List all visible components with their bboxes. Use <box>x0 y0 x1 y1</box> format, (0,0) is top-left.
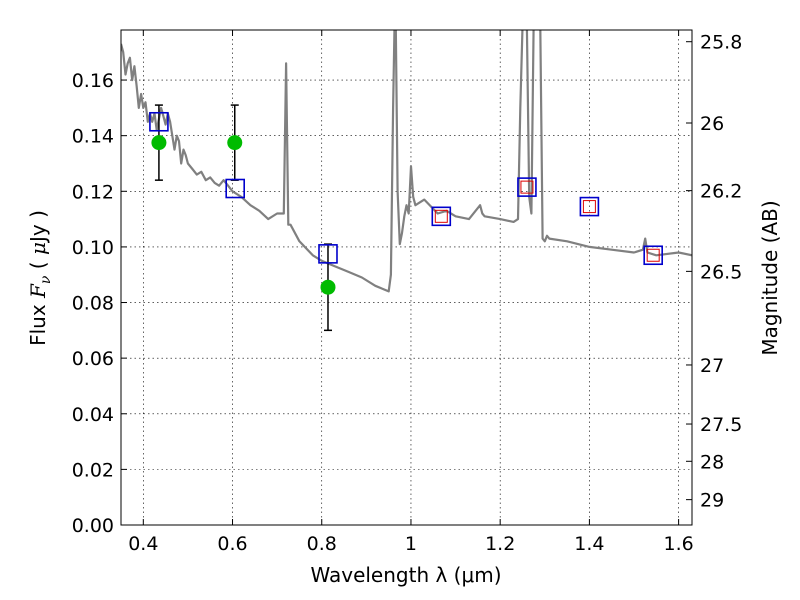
model-photometry-square <box>318 244 338 264</box>
y-tick-label: 0.00 <box>72 515 114 537</box>
y-tick-label: 0.06 <box>72 348 114 370</box>
y-tick-label: 0.16 <box>72 70 114 92</box>
y-tick-label: 0.12 <box>72 181 114 203</box>
x-tick-label: 1.4 <box>574 533 604 555</box>
model-photometry-square <box>643 245 663 266</box>
y-axis-title-subscript: ν <box>38 275 54 284</box>
x-axis-title: Wavelength λ (μm) <box>310 563 501 587</box>
y2-tick-label: 29 <box>700 490 724 512</box>
observed-photometry-point <box>320 279 336 295</box>
model-photometry-square <box>517 177 537 197</box>
right-axis-title: Magnitude (AB) <box>758 200 782 355</box>
synthetic-photometry-square <box>520 180 534 194</box>
x-tick-label: 0.6 <box>217 533 247 555</box>
x-tick-label: 0.4 <box>128 533 158 555</box>
y-tick-label: 0.10 <box>72 237 114 259</box>
synthetic-photometry-square <box>646 248 660 262</box>
y2-tick-label: 27.5 <box>700 414 742 436</box>
observed-photometry-point <box>227 135 243 151</box>
model-photometry-square <box>579 196 600 217</box>
synthetic-photometry-square <box>434 209 448 223</box>
y-axis-title-unit: Jy ) <box>26 210 50 244</box>
y2-tick-label: 25.8 <box>700 32 742 54</box>
y-axis-title-prefix: Flux <box>26 298 50 346</box>
y-tick-label: 0.08 <box>72 293 114 315</box>
model-photometry-square <box>431 206 452 227</box>
y-tick-label: 0.02 <box>72 459 114 481</box>
y-axis-title: Flux Fν ( μJy ) <box>26 210 54 346</box>
y-axis-title-symbol: F <box>26 283 50 299</box>
x-tick-label: 0.8 <box>307 533 337 555</box>
photometry-layer <box>149 111 663 295</box>
model-photometry-square <box>225 178 245 199</box>
y2-tick-label: 26.2 <box>700 181 742 203</box>
grid-lines <box>121 30 692 526</box>
x-tick-label: 1 <box>405 533 417 555</box>
observed-photometry-point <box>151 135 167 151</box>
x-tick-label: 1.2 <box>485 533 515 555</box>
synthetic-photometry-square <box>582 200 596 214</box>
y-tick-label: 0.14 <box>72 126 114 148</box>
y-axis-title-paren: ( <box>26 255 50 276</box>
y2-tick-label: 26 <box>700 113 724 135</box>
x-tick-label: 1.6 <box>664 533 694 555</box>
y2-tick-label: 27 <box>700 355 724 377</box>
y-tick-label: 0.04 <box>72 404 114 426</box>
axis-ticks: 0.4 0.6 0.8 1 1.2 1.4 1.6 0.00 0.02 0.04 0.06 0.08 0… <box>72 30 742 555</box>
y2-tick-label: 28 <box>700 451 724 473</box>
y-axis-title-mu: μ <box>26 242 50 255</box>
y2-tick-label: 26.5 <box>700 261 742 283</box>
model-photometry-square <box>149 111 169 132</box>
plot-frame <box>120 29 693 526</box>
